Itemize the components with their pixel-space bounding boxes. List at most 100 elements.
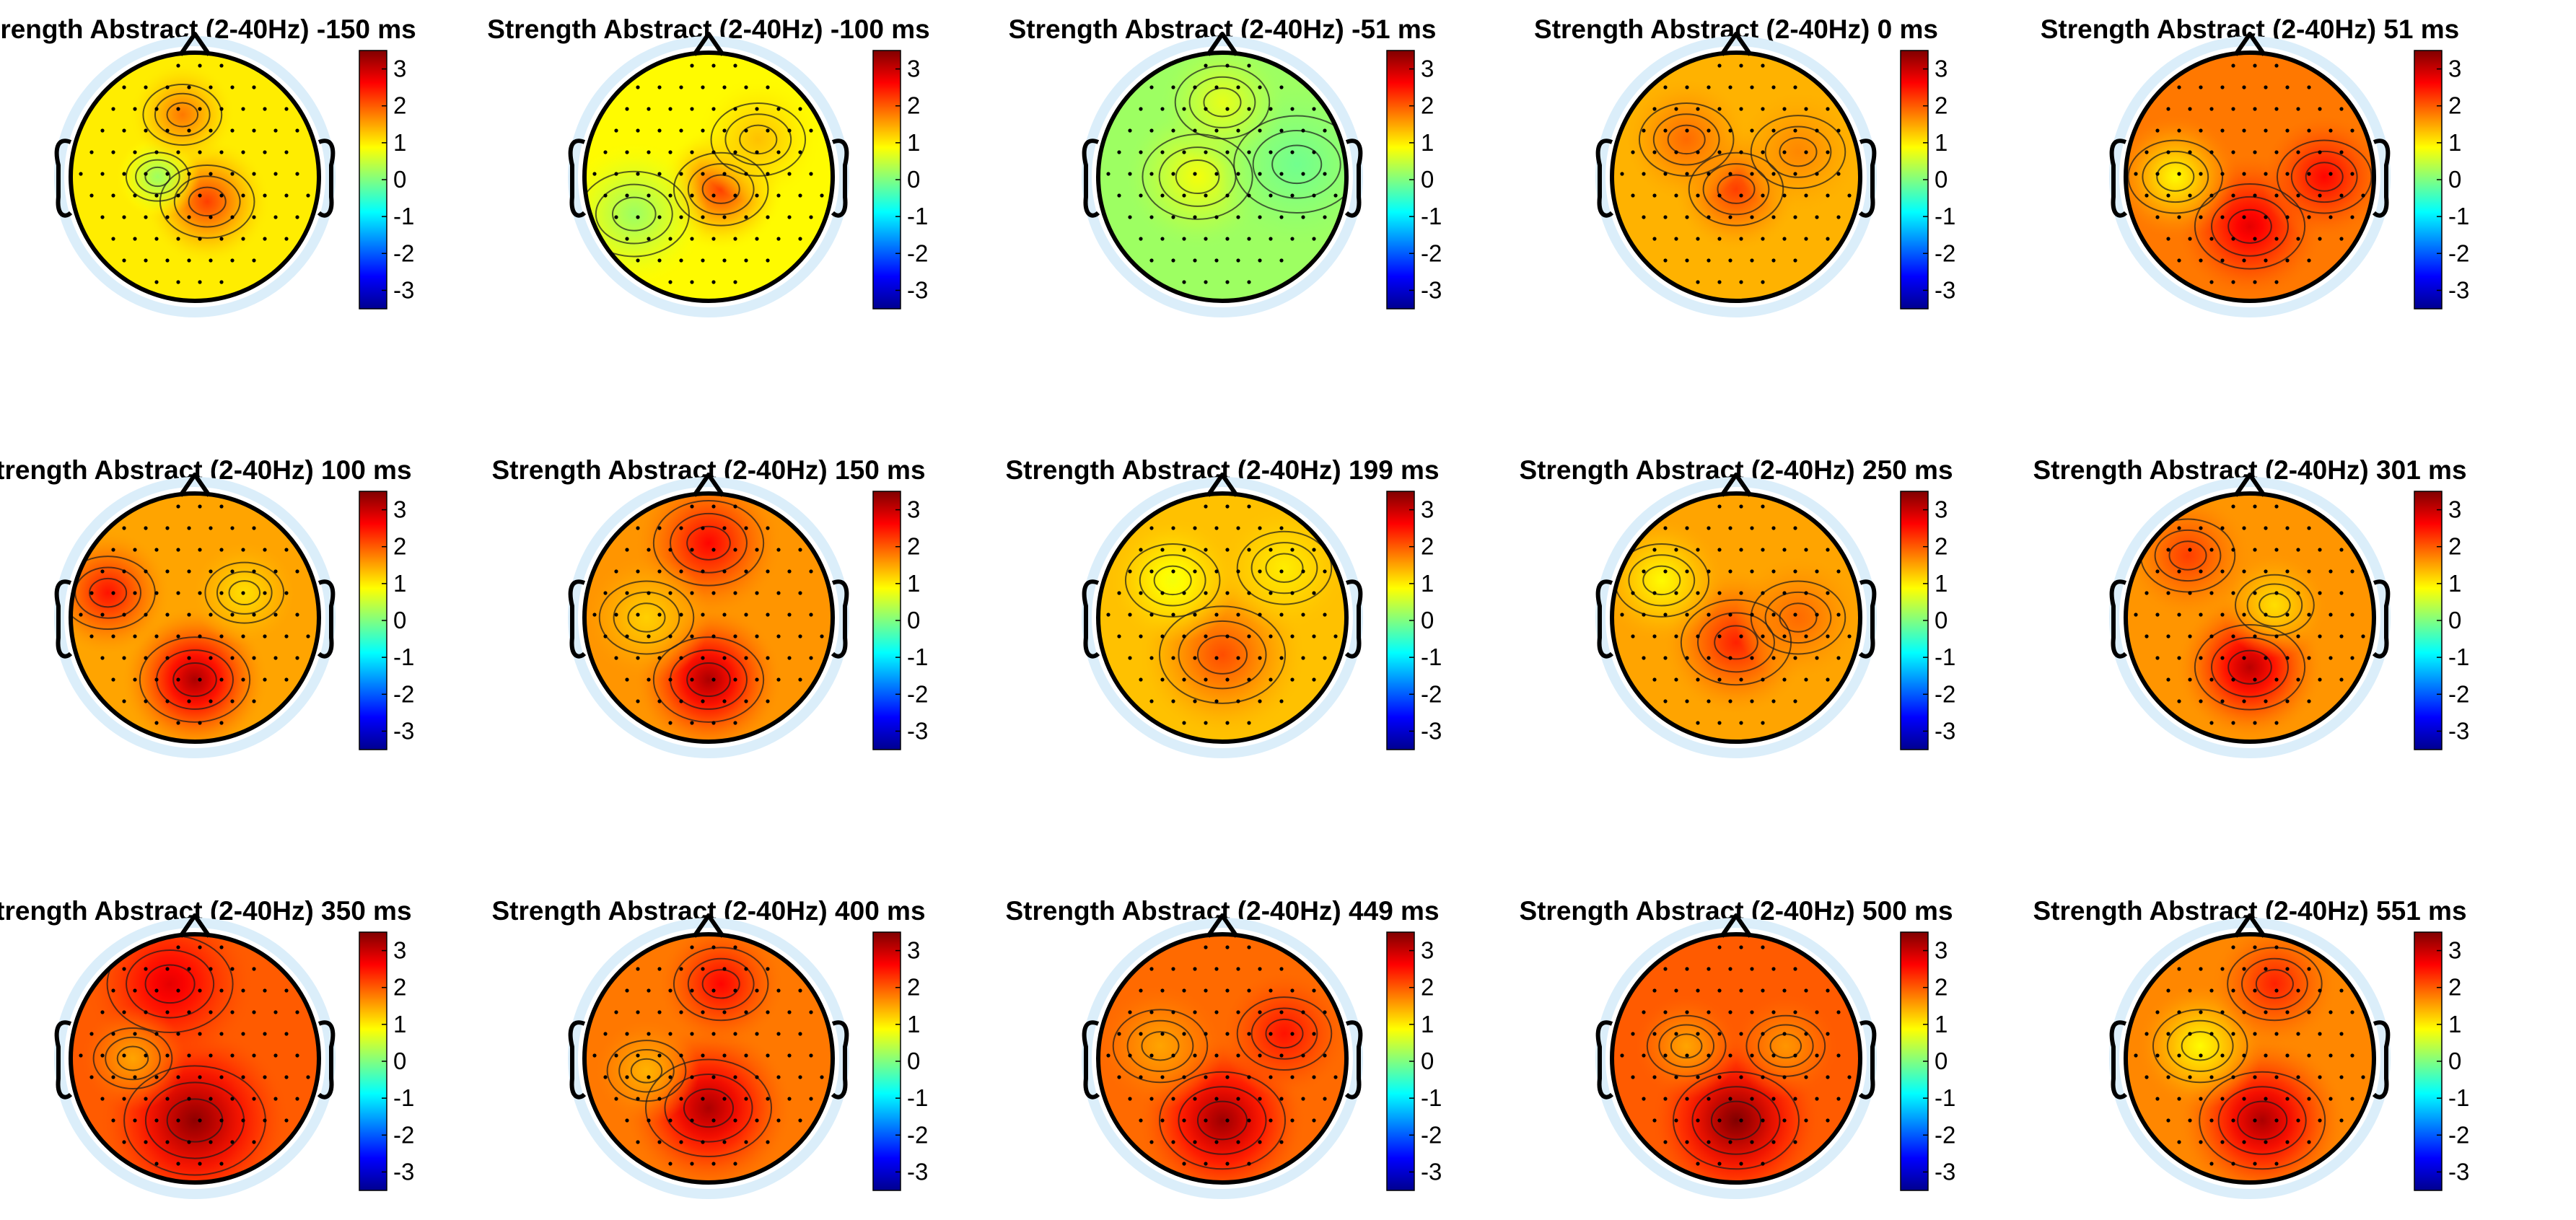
electrode-dot [2339, 1118, 2344, 1123]
electrode-dot [1652, 107, 1657, 111]
electrode-dot [1160, 634, 1165, 638]
electrode-dot [776, 548, 781, 552]
nose-marker [178, 913, 211, 938]
electrode-dot [701, 85, 705, 89]
scalp-field [71, 53, 319, 301]
colorbar-tick-label: -2 [907, 240, 928, 266]
electrode-dot [295, 656, 299, 660]
electrode-dot [241, 591, 245, 595]
electrode-dot [1279, 1097, 1284, 1101]
electrode-dot [1149, 656, 1154, 660]
contour-line [1196, 1100, 1248, 1141]
electrode-dot [176, 1032, 180, 1036]
electrode-dot [100, 1010, 105, 1014]
nose-marker [178, 473, 211, 497]
electrode-dot [1707, 613, 1711, 617]
electrode-dot [1685, 1010, 1689, 1014]
topoplot-panel: Strength Abstract (2-40Hz) 500 ms-3-2-10… [1519, 896, 1955, 1199]
electrode-dot [1782, 1032, 1787, 1036]
electrode-dot [2318, 1118, 2322, 1123]
electrode-dot [1128, 1053, 1132, 1058]
ear-outline [54, 579, 73, 659]
colorbar-tick-label: 2 [2448, 974, 2461, 1001]
electrode-dot [809, 128, 813, 133]
colorbar-tick-label: -2 [393, 1121, 414, 1148]
electrode-dot [209, 85, 213, 89]
head-outline [2124, 491, 2376, 744]
electrode-dot [2253, 988, 2257, 993]
electrode-dot [1685, 1140, 1689, 1144]
electrode-dot [1225, 548, 1230, 552]
electrode-dot [2307, 1010, 2311, 1014]
electrode-dot [647, 1118, 651, 1123]
nose-marker [1206, 913, 1239, 938]
electrode-dot [2209, 677, 2214, 682]
electrode-dot [284, 677, 289, 682]
electrode-dot [2264, 699, 2268, 703]
electrode-dot [154, 988, 159, 993]
electrode-dot [187, 967, 191, 971]
topoplot-panel: Strength Abstract (2-40Hz) 551 ms-3-2-10… [2033, 896, 2469, 1199]
electrode-dot [603, 193, 608, 198]
contour-line [172, 662, 217, 698]
electrode-dot [711, 548, 716, 552]
electrode-dot [284, 237, 289, 241]
colorbar-tick-label: -1 [2448, 644, 2469, 670]
electrode-dot [2188, 237, 2192, 241]
electrode-dot [1149, 1097, 1154, 1101]
electrode-dot [2296, 1032, 2300, 1036]
electrode-dot [1182, 1032, 1186, 1036]
electrode-dot [1642, 172, 1646, 176]
electrode-dot [1301, 1010, 1305, 1014]
electrode-dot [1815, 613, 1819, 617]
electrode-dot [100, 1097, 105, 1101]
electrode-dot [1826, 193, 1830, 198]
electrode-dot [614, 613, 618, 617]
electrode-dot [209, 569, 213, 574]
electrode-dot [679, 172, 683, 176]
electrode-dot [187, 85, 191, 89]
electrode-dot [176, 721, 180, 725]
ear-outline [1595, 579, 1614, 659]
electrode-dot [273, 215, 278, 219]
electrode-dot [241, 150, 245, 154]
colorbar-tick-label: 3 [393, 56, 406, 82]
electrode-dot [2231, 945, 2235, 949]
electrode-dot [1204, 107, 1208, 111]
electrode-dot [1193, 569, 1197, 574]
electrode-dot [2155, 1010, 2160, 1014]
electrode-dot [2199, 526, 2203, 530]
electrode-dot [722, 699, 727, 703]
electrode-dot [1793, 967, 1797, 971]
electrode-dot [2296, 591, 2300, 595]
electrode-dot [176, 504, 180, 509]
electrode-dot [230, 656, 235, 660]
electrode-dot [2199, 967, 2203, 971]
electrode-dot [809, 1097, 813, 1101]
electrode-dot [1804, 193, 1808, 198]
electrode-dot [1182, 280, 1186, 284]
electrode-dot [701, 128, 705, 133]
electrode-dot [2350, 172, 2354, 176]
electrode-dot [111, 634, 115, 638]
electrode-dot [2199, 215, 2203, 219]
ear-outline [317, 139, 336, 218]
electrode-dot [1750, 1053, 1754, 1058]
electrode-dot [2199, 128, 2203, 133]
electrode-dot [1717, 1032, 1722, 1036]
electrode-dot [1225, 1032, 1230, 1036]
electrode-dot [154, 1075, 159, 1079]
electrode-dot [252, 85, 256, 89]
electrode-dot [2231, 677, 2235, 682]
activation-spot [2211, 934, 2339, 1048]
electrode-dot [2220, 967, 2225, 971]
electrode-dot [2242, 613, 2246, 617]
electrode-dot [1761, 1032, 1765, 1036]
contour-line [1658, 1024, 1715, 1068]
colorbar-tick-label: -2 [907, 1121, 928, 1148]
electrode-dot [2209, 591, 2214, 595]
electrode-dot [1782, 988, 1787, 993]
electrode-dot [2264, 1097, 2268, 1101]
electrode-dot [2220, 215, 2225, 219]
